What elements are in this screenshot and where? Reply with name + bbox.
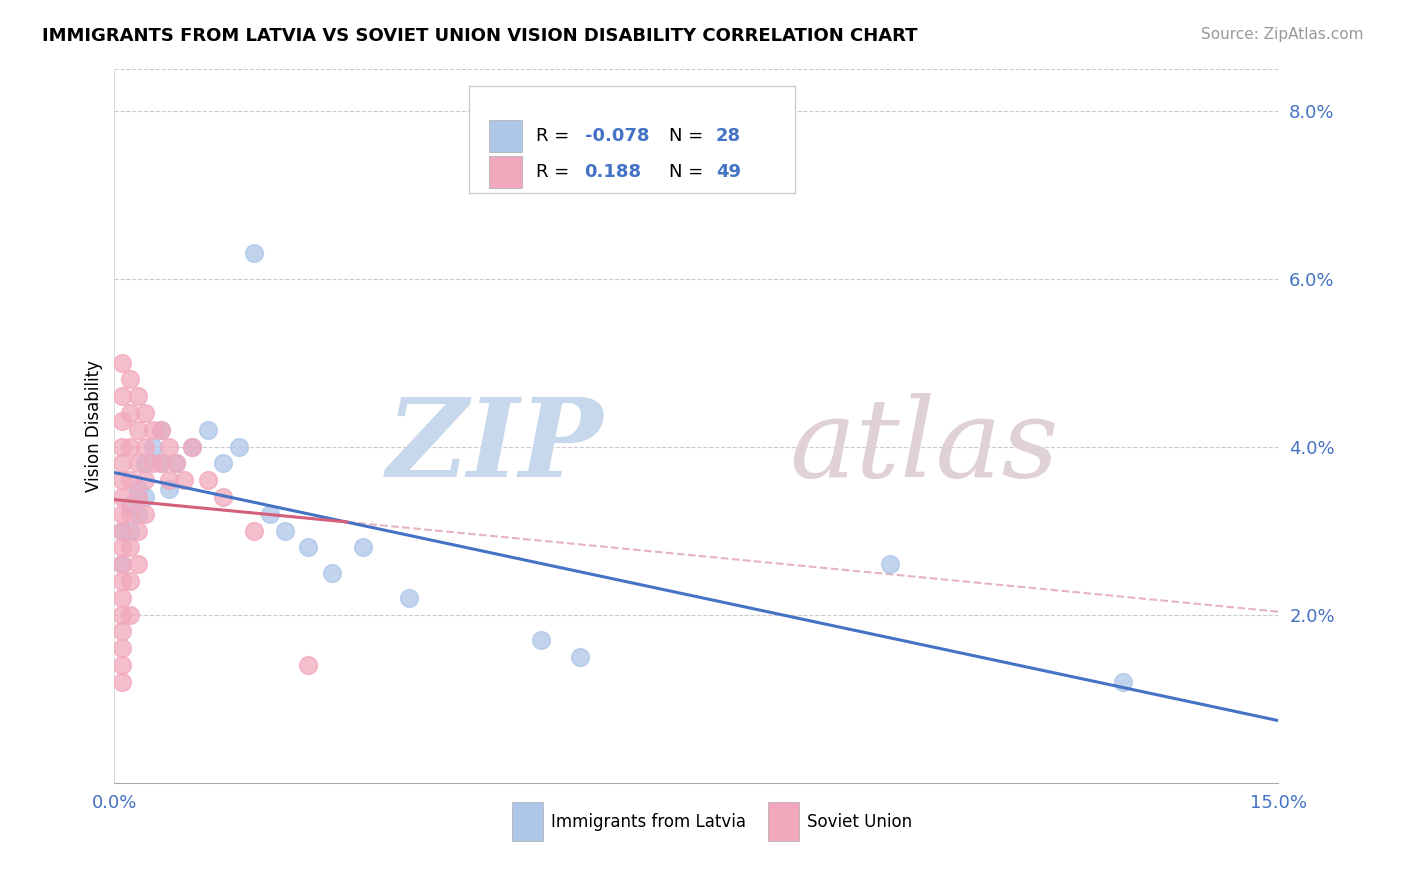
Point	[118, 574, 141, 588]
Point	[118, 473, 141, 487]
Text: -0.078: -0.078	[585, 128, 650, 145]
FancyBboxPatch shape	[489, 120, 522, 153]
Point	[243, 524, 266, 538]
Point	[568, 649, 591, 664]
Point	[111, 541, 134, 555]
Point	[127, 524, 149, 538]
Point	[157, 473, 180, 487]
Point	[134, 473, 156, 487]
Point	[111, 440, 134, 454]
Text: N =: N =	[669, 163, 710, 181]
Point	[118, 524, 141, 538]
Point	[127, 558, 149, 572]
Point	[259, 507, 281, 521]
Point	[181, 440, 204, 454]
Point	[166, 456, 188, 470]
Text: Soviet Union: Soviet Union	[807, 813, 912, 831]
Text: R =: R =	[536, 128, 575, 145]
Point	[111, 414, 134, 428]
Point	[111, 558, 134, 572]
Y-axis label: Vision Disability: Vision Disability	[86, 359, 103, 491]
Point	[111, 355, 134, 369]
Text: Immigrants from Latvia: Immigrants from Latvia	[551, 813, 745, 831]
Point	[111, 674, 134, 689]
Point	[149, 456, 172, 470]
Point	[228, 440, 250, 454]
Point	[1112, 674, 1135, 689]
Point	[127, 482, 149, 496]
Point	[181, 440, 204, 454]
Point	[111, 456, 134, 470]
FancyBboxPatch shape	[489, 156, 522, 188]
Text: ZIP: ZIP	[387, 393, 603, 500]
Point	[111, 658, 134, 673]
Point	[111, 389, 134, 403]
Point	[197, 423, 219, 437]
Point	[166, 456, 188, 470]
Point	[530, 632, 553, 647]
Point	[127, 389, 149, 403]
Point	[127, 456, 149, 470]
Point	[118, 406, 141, 420]
Text: IMMIGRANTS FROM LATVIA VS SOVIET UNION VISION DISABILITY CORRELATION CHART: IMMIGRANTS FROM LATVIA VS SOVIET UNION V…	[42, 27, 918, 45]
Text: N =: N =	[669, 128, 710, 145]
Point	[149, 456, 172, 470]
Text: atlas: atlas	[789, 393, 1059, 500]
Point	[127, 423, 149, 437]
Point	[111, 524, 134, 538]
Point	[111, 641, 134, 656]
Text: 28: 28	[716, 128, 741, 145]
Point	[118, 499, 141, 513]
Point	[212, 456, 235, 470]
Text: R =: R =	[536, 163, 575, 181]
Point	[118, 507, 141, 521]
Point	[111, 490, 134, 504]
Point	[134, 507, 156, 521]
Text: Source: ZipAtlas.com: Source: ZipAtlas.com	[1201, 27, 1364, 42]
Point	[297, 658, 319, 673]
Point	[134, 456, 156, 470]
Point	[111, 607, 134, 622]
Point	[197, 473, 219, 487]
Point	[111, 558, 134, 572]
FancyBboxPatch shape	[470, 87, 796, 194]
Point	[173, 473, 195, 487]
Point	[157, 440, 180, 454]
Point	[111, 507, 134, 521]
Point	[879, 558, 901, 572]
Point	[134, 490, 156, 504]
Point	[352, 541, 374, 555]
Point	[142, 440, 165, 454]
Point	[127, 490, 149, 504]
Point	[111, 574, 134, 588]
Point	[111, 524, 134, 538]
Point	[149, 423, 172, 437]
Point	[118, 372, 141, 386]
Point	[149, 423, 172, 437]
Point	[134, 440, 156, 454]
Point	[118, 607, 141, 622]
Point	[142, 456, 165, 470]
Point	[274, 524, 297, 538]
Text: 0.188: 0.188	[585, 163, 641, 181]
Point	[297, 541, 319, 555]
Text: 49: 49	[716, 163, 741, 181]
Point	[142, 423, 165, 437]
Point	[111, 624, 134, 639]
Point	[134, 406, 156, 420]
Point	[118, 541, 141, 555]
Point	[398, 591, 420, 605]
Point	[321, 566, 343, 580]
Point	[111, 473, 134, 487]
Point	[118, 440, 141, 454]
Point	[127, 507, 149, 521]
Point	[212, 490, 235, 504]
Point	[111, 591, 134, 605]
Point	[243, 246, 266, 260]
Point	[157, 482, 180, 496]
